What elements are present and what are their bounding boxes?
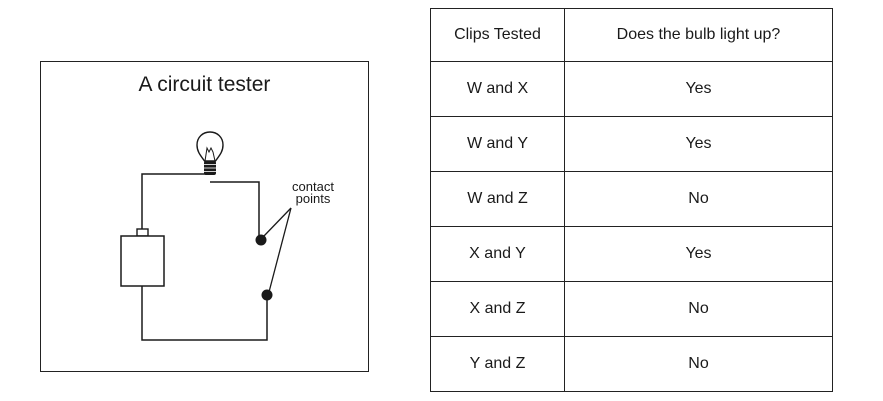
wire-top-left [141,173,210,230]
wire-bottom [141,286,268,341]
circuit-wires [141,173,268,341]
result-cell: Yes [564,226,833,282]
contact-label-line1: contact [292,179,334,194]
results-table: Clips Tested Does the bulb light up? W a… [430,8,833,392]
diagram-title: A circuit tester [138,73,271,96]
header-clips-tested: Clips Tested [430,8,565,62]
clips-cell: X and Y [430,226,565,282]
clips-cell: W and X [430,61,565,117]
contact-label-line2: points [296,191,331,206]
header-bulb-lights: Does the bulb light up? [564,8,833,62]
upper-contact-point [255,234,267,246]
table-row: W and Y Yes [430,116,833,172]
result-cell: No [564,336,833,392]
table-header-row: Clips Tested Does the bulb light up? [430,8,833,62]
result-cell: No [564,171,833,227]
contact-pointer-lines [262,207,292,293]
result-cell: Yes [564,61,833,117]
table-row: W and X Yes [430,61,833,117]
lower-contact-point [261,289,273,301]
clips-cell: W and Z [430,171,565,227]
light-bulb-icon [196,131,224,175]
battery-icon [120,228,165,287]
table-row: Y and Z No [430,336,833,392]
result-cell: Yes [564,116,833,172]
clips-cell: W and Y [430,116,565,172]
table-row: W and Z No [430,171,833,227]
circuit-drawing: contact points [120,131,334,341]
table-row: X and Z No [430,281,833,337]
clips-cell: Y and Z [430,336,565,392]
clips-cell: X and Z [430,281,565,337]
wire-top-right [210,181,260,239]
circuit-tester-diagram: A circuit tester [40,61,369,372]
result-cell: No [564,281,833,337]
table-row: X and Y Yes [430,226,833,282]
